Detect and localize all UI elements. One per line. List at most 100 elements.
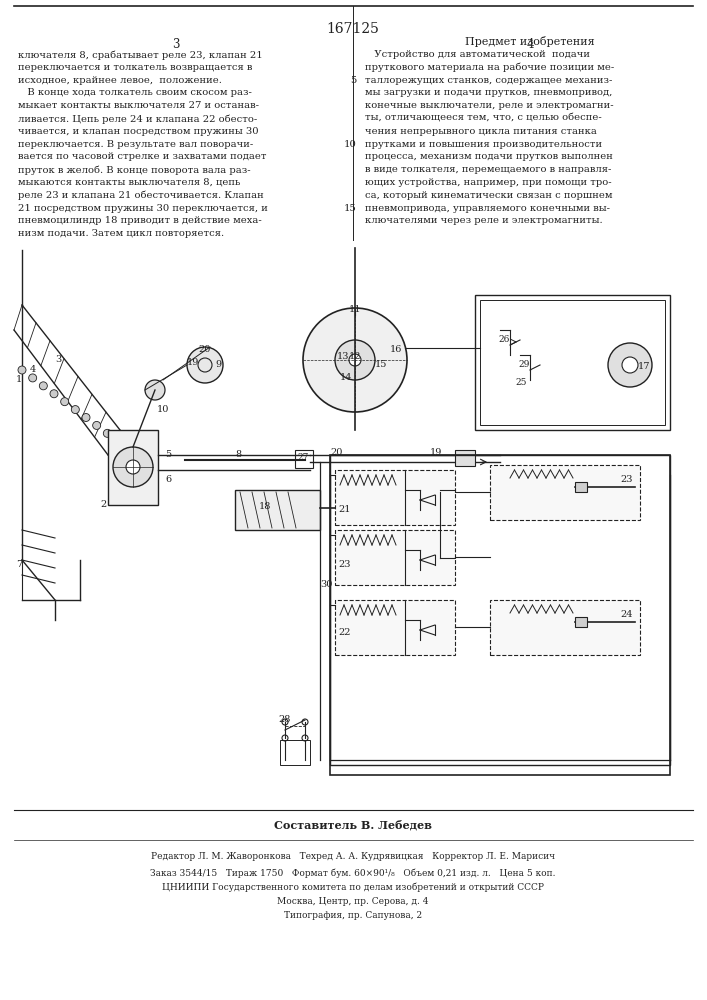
Text: исходное, крайнее левое,  положение.: исходное, крайнее левое, положение. bbox=[18, 76, 222, 85]
Text: чения непрерывного цикла питания станка: чения непрерывного цикла питания станка bbox=[365, 127, 597, 136]
Bar bbox=[330, 455, 670, 765]
Circle shape bbox=[608, 343, 652, 387]
Text: В конце хода толкатель своим скосом раз-: В конце хода толкатель своим скосом раз- bbox=[18, 88, 252, 97]
Circle shape bbox=[335, 340, 375, 380]
Text: процесса, механизм подачи прутков выполнен: процесса, механизм подачи прутков выполн… bbox=[365, 152, 613, 161]
Text: 25: 25 bbox=[515, 378, 527, 387]
Bar bbox=[235, 490, 320, 530]
Text: 1: 1 bbox=[16, 375, 22, 384]
Text: 3: 3 bbox=[173, 38, 180, 51]
Text: низм подачи. Затем цикл повторяется.: низм подачи. Затем цикл повторяется. bbox=[18, 229, 224, 238]
Circle shape bbox=[145, 380, 165, 400]
Text: 20: 20 bbox=[330, 448, 342, 457]
Text: 27: 27 bbox=[297, 453, 308, 462]
Bar bbox=[455, 450, 475, 466]
Bar bbox=[330, 455, 670, 775]
Text: ющих устройства, например, при помощи тро-: ющих устройства, например, при помощи тр… bbox=[365, 178, 612, 187]
Text: 17: 17 bbox=[638, 362, 650, 371]
Text: ливается. Цепь реле 24 и клапана 22 обесто-: ливается. Цепь реле 24 и клапана 22 обес… bbox=[18, 114, 257, 123]
Text: Заказ 3544/15   Тираж 1750   Формат бум. 60×90¹/₈   Объем 0,21 изд. л.   Цена 5 : Заказ 3544/15 Тираж 1750 Формат бум. 60×… bbox=[151, 869, 556, 879]
Text: 9: 9 bbox=[215, 360, 221, 369]
Text: Предмет изобретения: Предмет изобретения bbox=[465, 36, 595, 47]
Text: пневмопривода, управляемого конечными вы-: пневмопривода, управляемого конечными вы… bbox=[365, 204, 610, 213]
Text: мыкает контакты выключателя 27 и останав-: мыкает контакты выключателя 27 и останав… bbox=[18, 101, 259, 110]
Circle shape bbox=[18, 366, 26, 374]
Circle shape bbox=[124, 445, 133, 453]
Text: 8: 8 bbox=[235, 450, 241, 459]
Text: реле 23 и клапана 21 обесточивается. Клапан: реле 23 и клапана 21 обесточивается. Кла… bbox=[18, 191, 264, 200]
Text: прутками и повышения производительности: прутками и повышения производительности bbox=[365, 140, 602, 149]
Circle shape bbox=[71, 406, 79, 414]
Circle shape bbox=[126, 460, 140, 474]
Text: в виде толкателя, перемещаемого в направля-: в виде толкателя, перемещаемого в направ… bbox=[365, 165, 612, 174]
Circle shape bbox=[50, 390, 58, 398]
Text: 23: 23 bbox=[338, 560, 351, 569]
Text: 167125: 167125 bbox=[327, 22, 380, 36]
Text: 12: 12 bbox=[349, 352, 361, 361]
Text: ЦНИИПИ Государственного комитета по делам изобретений и открытий СССР: ЦНИИПИ Государственного комитета по дела… bbox=[162, 883, 544, 892]
Bar bbox=[295, 450, 313, 468]
Circle shape bbox=[622, 357, 638, 373]
Text: 30: 30 bbox=[320, 580, 332, 589]
Bar bbox=[108, 430, 158, 505]
Text: Составитель В. Лебедев: Составитель В. Лебедев bbox=[274, 820, 432, 831]
Circle shape bbox=[349, 354, 361, 366]
Text: Москва, Центр, пр. Серова, д. 4: Москва, Центр, пр. Серова, д. 4 bbox=[277, 897, 428, 906]
Text: переключается. В результате вал поворачи-: переключается. В результате вал поворачи… bbox=[18, 140, 253, 149]
Text: 13: 13 bbox=[337, 352, 349, 361]
Circle shape bbox=[303, 308, 407, 412]
Text: мыкаются контакты выключателя 8, цепь: мыкаются контакты выключателя 8, цепь bbox=[18, 178, 240, 187]
Text: 21 посредством пружины 30 переключается, и: 21 посредством пружины 30 переключается,… bbox=[18, 204, 268, 213]
Text: чивается, и клапан посредством пружины 30: чивается, и клапан посредством пружины 3… bbox=[18, 127, 259, 136]
Text: 2: 2 bbox=[100, 500, 106, 509]
Circle shape bbox=[187, 347, 223, 383]
Bar bbox=[280, 740, 310, 765]
Circle shape bbox=[103, 429, 111, 437]
Text: 11: 11 bbox=[349, 305, 361, 314]
Text: конечные выключатели, реле и электромагни-: конечные выключатели, реле и электромагн… bbox=[365, 101, 614, 110]
Text: 5: 5 bbox=[351, 76, 357, 85]
Circle shape bbox=[29, 374, 37, 382]
Text: пруткового материала на рабочие позиции ме-: пруткового материала на рабочие позиции … bbox=[365, 63, 614, 72]
Text: 5: 5 bbox=[165, 450, 171, 459]
Circle shape bbox=[82, 414, 90, 422]
Text: Устройство для автоматической  подачи: Устройство для автоматической подачи bbox=[365, 50, 590, 59]
Text: са, который кинематически связан с поршнем: са, который кинематически связан с поршн… bbox=[365, 191, 612, 200]
Text: 28: 28 bbox=[278, 715, 291, 724]
Text: 24: 24 bbox=[620, 610, 633, 619]
Text: вается по часовой стрелке и захватами подает: вается по часовой стрелке и захватами по… bbox=[18, 152, 267, 161]
Text: 29: 29 bbox=[518, 360, 530, 369]
Text: ты, отличающееся тем, что, с целью обеспе-: ты, отличающееся тем, что, с целью обесп… bbox=[365, 114, 602, 123]
Bar bbox=[480, 300, 665, 425]
Bar bbox=[575, 617, 587, 627]
Text: ключателя 8, срабатывает реле 23, клапан 21: ключателя 8, срабатывает реле 23, клапан… bbox=[18, 50, 263, 60]
Text: пруток в желоб. В конце поворота вала раз-: пруток в желоб. В конце поворота вала ра… bbox=[18, 165, 250, 175]
Bar bbox=[490, 465, 640, 520]
Text: мы загрузки и подачи прутков, пневмопривод,: мы загрузки и подачи прутков, пневмоприв… bbox=[365, 88, 612, 97]
Text: 10: 10 bbox=[157, 405, 170, 414]
Text: 10: 10 bbox=[344, 140, 357, 149]
Text: 14: 14 bbox=[340, 373, 353, 382]
Text: 6: 6 bbox=[165, 475, 171, 484]
Text: 20: 20 bbox=[198, 345, 211, 354]
Text: 19: 19 bbox=[430, 448, 443, 457]
Bar bbox=[575, 482, 587, 492]
Bar bbox=[335, 470, 455, 525]
Circle shape bbox=[135, 453, 144, 461]
Text: 26: 26 bbox=[498, 335, 509, 344]
Text: 4: 4 bbox=[526, 38, 534, 51]
Bar bbox=[475, 295, 670, 430]
Circle shape bbox=[93, 421, 100, 429]
Bar bbox=[335, 530, 455, 585]
Text: Типография, пр. Сапунова, 2: Типография, пр. Сапунова, 2 bbox=[284, 911, 422, 920]
Text: 18: 18 bbox=[259, 502, 271, 511]
Text: 21: 21 bbox=[338, 505, 351, 514]
Circle shape bbox=[113, 447, 153, 487]
Text: ключателями через реле и электромагниты.: ключателями через реле и электромагниты. bbox=[365, 216, 602, 225]
Text: 23: 23 bbox=[620, 475, 633, 484]
Text: 22: 22 bbox=[338, 628, 351, 637]
Text: 15: 15 bbox=[375, 360, 387, 369]
Text: 16: 16 bbox=[390, 345, 402, 354]
Bar bbox=[335, 600, 455, 655]
Circle shape bbox=[61, 398, 69, 406]
